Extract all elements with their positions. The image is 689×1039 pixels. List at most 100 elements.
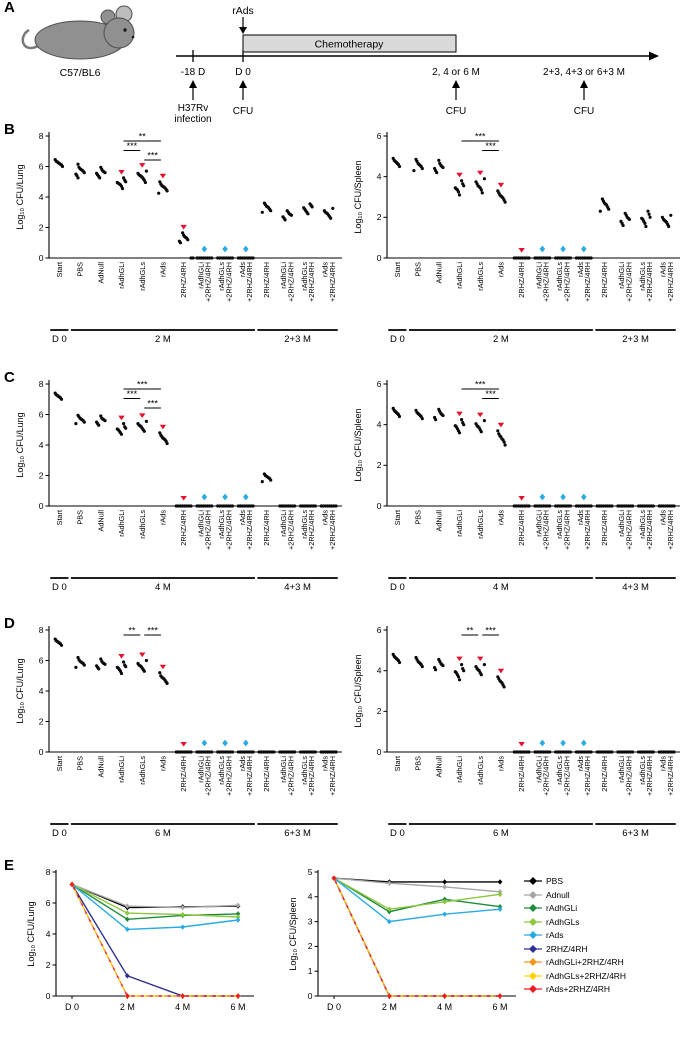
svg-text:6: 6 <box>377 131 382 141</box>
svg-text:rAds: rAds <box>497 262 506 277</box>
svg-text:6: 6 <box>39 161 44 171</box>
svg-text:***: *** <box>137 380 148 390</box>
svg-text:+2RHZ/4RH: +2RHZ/4RH <box>583 510 592 550</box>
svg-text:+2RHZ/4RH: +2RHZ/4RH <box>328 510 337 550</box>
svg-text:4 M: 4 M <box>437 1002 452 1012</box>
svg-text:0: 0 <box>308 991 313 1001</box>
scatter-svg-B-lung: 0 2 4 6 8 Log₁₀ CFU/Lung Start PBS AdNull rAdhGLi… <box>15 131 342 345</box>
legend-item-radhgls-2rhz-4rh: rAdhGLs+2RHZ/4RH <box>524 971 688 981</box>
svg-text:6 M: 6 M <box>492 1002 507 1012</box>
svg-text:D 0: D 0 <box>65 1002 79 1012</box>
svg-text:+2RHZ/4RH: +2RHZ/4RH <box>624 262 633 302</box>
svg-text:4 M: 4 M <box>493 582 509 593</box>
svg-text:rAds: rAds <box>159 510 168 525</box>
svg-text:2+3 M: 2+3 M <box>622 334 649 345</box>
svg-text:+2RHZ/4RH: +2RHZ/4RH <box>645 510 654 550</box>
svg-text:4: 4 <box>39 686 44 696</box>
svg-text:+2RHZ/4RH: +2RHZ/4RH <box>224 756 233 796</box>
svg-text:PBS: PBS <box>414 510 423 525</box>
legend-item-2rhz-4rh: 2RHZ/4RH <box>524 944 688 954</box>
cfu-label-d0: CFU <box>233 106 254 117</box>
svg-text:+2RHZ/4RH: +2RHZ/4RH <box>562 262 571 302</box>
svg-text:+2RHZ/4RH: +2RHZ/4RH <box>204 510 213 550</box>
svg-text:0: 0 <box>39 747 44 757</box>
svg-text:D 0: D 0 <box>327 1002 341 1012</box>
svg-text:1: 1 <box>308 966 313 976</box>
svg-text:rAdhGLi: rAdhGLi <box>455 262 464 289</box>
svg-text:+2RHZ/4RH: +2RHZ/4RH <box>542 756 551 796</box>
legend-marker-icon <box>524 931 542 939</box>
svg-text:rAdhGLs: rAdhGLs <box>138 510 147 539</box>
svg-text:AdNull: AdNull <box>434 510 443 532</box>
svg-text:rAdhGLs: rAdhGLs <box>476 510 485 539</box>
legend-marker-icon <box>524 971 542 980</box>
legend-item-rads: rAds <box>524 930 688 940</box>
svg-text:+2RHZ/4RH: +2RHZ/4RH <box>286 756 295 796</box>
svg-text:Log₁₀ CFU/Lung: Log₁₀ CFU/Lung <box>15 412 25 477</box>
svg-text:6+3 M: 6+3 M <box>622 828 649 839</box>
svg-text:6: 6 <box>39 655 44 665</box>
mouse-icon <box>21 5 135 60</box>
svg-text:0: 0 <box>39 253 44 263</box>
svg-text:4: 4 <box>46 929 51 939</box>
scatter-svg-C-lung: 0 2 4 6 8 Log₁₀ CFU/Lung Start PBS AdNull rAdhGLi… <box>15 379 342 593</box>
svg-text:2: 2 <box>377 212 382 222</box>
svg-text:Start: Start <box>393 262 402 277</box>
svg-text:4+3 M: 4+3 M <box>622 582 649 593</box>
svg-text:AdNull: AdNull <box>96 262 105 284</box>
svg-text:2RHZ/4RH: 2RHZ/4RH <box>600 756 609 792</box>
svg-text:2: 2 <box>46 960 51 970</box>
svg-text:+2RHZ/4RH: +2RHZ/4RH <box>328 756 337 796</box>
svg-text:rAds: rAds <box>659 756 668 771</box>
legend-label: PBS <box>546 876 564 886</box>
svg-text:rAds: rAds <box>159 262 168 277</box>
svg-text:AdNull: AdNull <box>434 262 443 284</box>
svg-text:+2RHZ/4RH: +2RHZ/4RH <box>645 262 654 302</box>
svg-text:+2RHZ/4RH: +2RHZ/4RH <box>562 756 571 796</box>
svg-text:6: 6 <box>46 898 51 908</box>
svg-text:rAdhGLs: rAdhGLs <box>300 510 309 539</box>
svg-text:AdNull: AdNull <box>434 756 443 778</box>
svg-text:***: *** <box>147 399 158 409</box>
svg-text:D 0: D 0 <box>390 582 405 593</box>
svg-text:8: 8 <box>39 625 44 635</box>
svg-text:rAdhGLs: rAdhGLs <box>476 262 485 291</box>
svg-text:rAds: rAds <box>497 510 506 525</box>
cfu-label-end: CFU <box>574 106 595 117</box>
svg-text:rAdhGLi: rAdhGLi <box>617 510 626 537</box>
svg-text:D 0: D 0 <box>52 582 67 593</box>
svg-text:**: ** <box>466 626 474 636</box>
svg-text:rAdhGLi: rAdhGLi <box>279 510 288 537</box>
svg-text:rAdhGLi: rAdhGLi <box>117 756 126 783</box>
svg-text:+2RHZ/4RH: +2RHZ/4RH <box>328 262 337 302</box>
up-arrow-icons <box>189 80 588 100</box>
svg-text:2RHZ/4RH: 2RHZ/4RH <box>517 756 526 792</box>
panel-d-label: D <box>4 615 15 632</box>
svg-text:2: 2 <box>39 716 44 726</box>
svg-text:2RHZ/4RH: 2RHZ/4RH <box>179 262 188 298</box>
svg-text:0: 0 <box>39 501 44 511</box>
legend-item-radhgli: rAdhGLi <box>524 903 688 913</box>
svg-text:rAdhGLs: rAdhGLs <box>638 262 647 291</box>
svg-text:***: *** <box>475 132 486 142</box>
svg-text:6 M: 6 M <box>493 828 509 839</box>
svg-text:rAdhGLs: rAdhGLs <box>555 262 564 291</box>
svg-text:Log₁₀ CFU/Spleen: Log₁₀ CFU/Spleen <box>353 160 363 233</box>
panel-e-spleen-line-chart: 0 1 2 3 4 5 Log₁₀ CFU/Spleen D 0 2 M 4 M 6 M <box>288 864 520 1037</box>
svg-text:4 M: 4 M <box>175 1002 190 1012</box>
svg-text:+2RHZ/4RH: +2RHZ/4RH <box>245 262 254 302</box>
legend-marker-icon <box>524 877 542 885</box>
svg-text:2: 2 <box>377 706 382 716</box>
svg-text:Log₁₀ CFU/Spleen: Log₁₀ CFU/Spleen <box>288 897 298 970</box>
scatter-svg-C-spleen: 0 2 4 6 Log₁₀ CFU/Spleen Start PBS AdNull rAdhGL… <box>353 379 680 593</box>
legend-marker-icon <box>524 917 542 926</box>
svg-text:***: *** <box>147 626 158 636</box>
svg-text:rAds: rAds <box>238 510 247 525</box>
legend-label: rAdhGLi <box>546 903 578 913</box>
svg-text:PBS: PBS <box>414 756 423 771</box>
svg-text:+2RHZ/4RH: +2RHZ/4RH <box>624 756 633 796</box>
svg-text:2 M: 2 M <box>120 1002 135 1012</box>
svg-text:4: 4 <box>377 171 382 181</box>
svg-text:6+3 M: 6+3 M <box>284 828 311 839</box>
